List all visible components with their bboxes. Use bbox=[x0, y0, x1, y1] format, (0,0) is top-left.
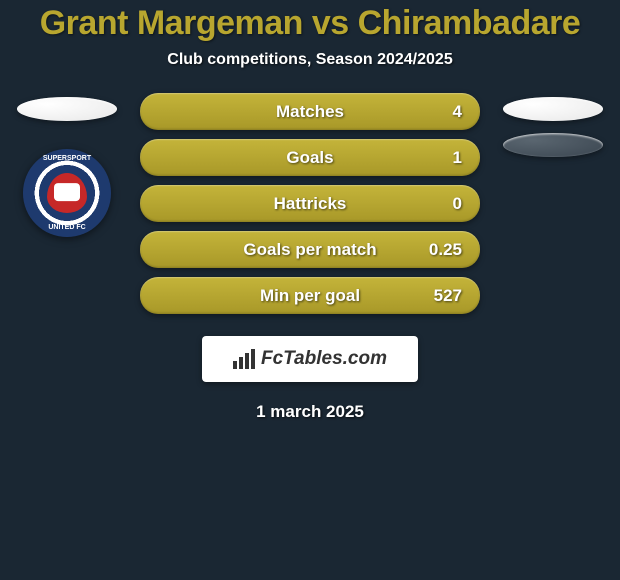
player-pill-left bbox=[17, 97, 117, 121]
stat-bar-goals-per-match: Goals per match 0.25 bbox=[140, 231, 480, 268]
stat-label: Hattricks bbox=[274, 194, 347, 214]
club-badge-inner-white bbox=[54, 183, 80, 201]
page-title: Grant Margeman vs Chirambadare bbox=[40, 4, 581, 43]
brand-badge[interactable]: FcTables.com bbox=[202, 336, 418, 382]
stats-column: Matches 4 Goals 1 Hattricks 0 Goals per … bbox=[140, 93, 480, 314]
stat-value: 1 bbox=[453, 148, 462, 168]
stat-label: Matches bbox=[276, 102, 344, 122]
right-player-column bbox=[498, 93, 608, 314]
club-badge-text-top: SUPERSPORT bbox=[23, 155, 111, 162]
page-subtitle: Club competitions, Season 2024/2025 bbox=[167, 51, 452, 69]
stat-bar-goals: Goals 1 bbox=[140, 139, 480, 176]
club-badge-text-bottom: UNITED FC bbox=[23, 224, 111, 231]
stat-value: 527 bbox=[434, 286, 462, 306]
stat-value: 4 bbox=[453, 102, 462, 122]
player-pill-right-2 bbox=[503, 133, 603, 157]
brand-text: FcTables.com bbox=[261, 348, 387, 370]
stat-label: Goals bbox=[286, 148, 333, 168]
stat-value: 0.25 bbox=[429, 240, 462, 260]
club-badge-supersport: SUPERSPORT UNITED FC bbox=[23, 149, 111, 237]
bar-chart-icon bbox=[233, 349, 255, 369]
stat-bar-min-per-goal: Min per goal 527 bbox=[140, 277, 480, 314]
player-pill-right-1 bbox=[503, 97, 603, 121]
stat-value: 0 bbox=[453, 194, 462, 214]
content-row: SUPERSPORT UNITED FC Matches 4 Goals 1 H… bbox=[0, 93, 620, 314]
left-player-column: SUPERSPORT UNITED FC bbox=[12, 93, 122, 314]
date-label: 1 march 2025 bbox=[256, 402, 364, 422]
stat-label: Goals per match bbox=[243, 240, 376, 260]
comparison-card: Grant Margeman vs Chirambadare Club comp… bbox=[0, 0, 620, 580]
stat-bar-hattricks: Hattricks 0 bbox=[140, 185, 480, 222]
stat-label: Min per goal bbox=[260, 286, 360, 306]
stat-bar-matches: Matches 4 bbox=[140, 93, 480, 130]
